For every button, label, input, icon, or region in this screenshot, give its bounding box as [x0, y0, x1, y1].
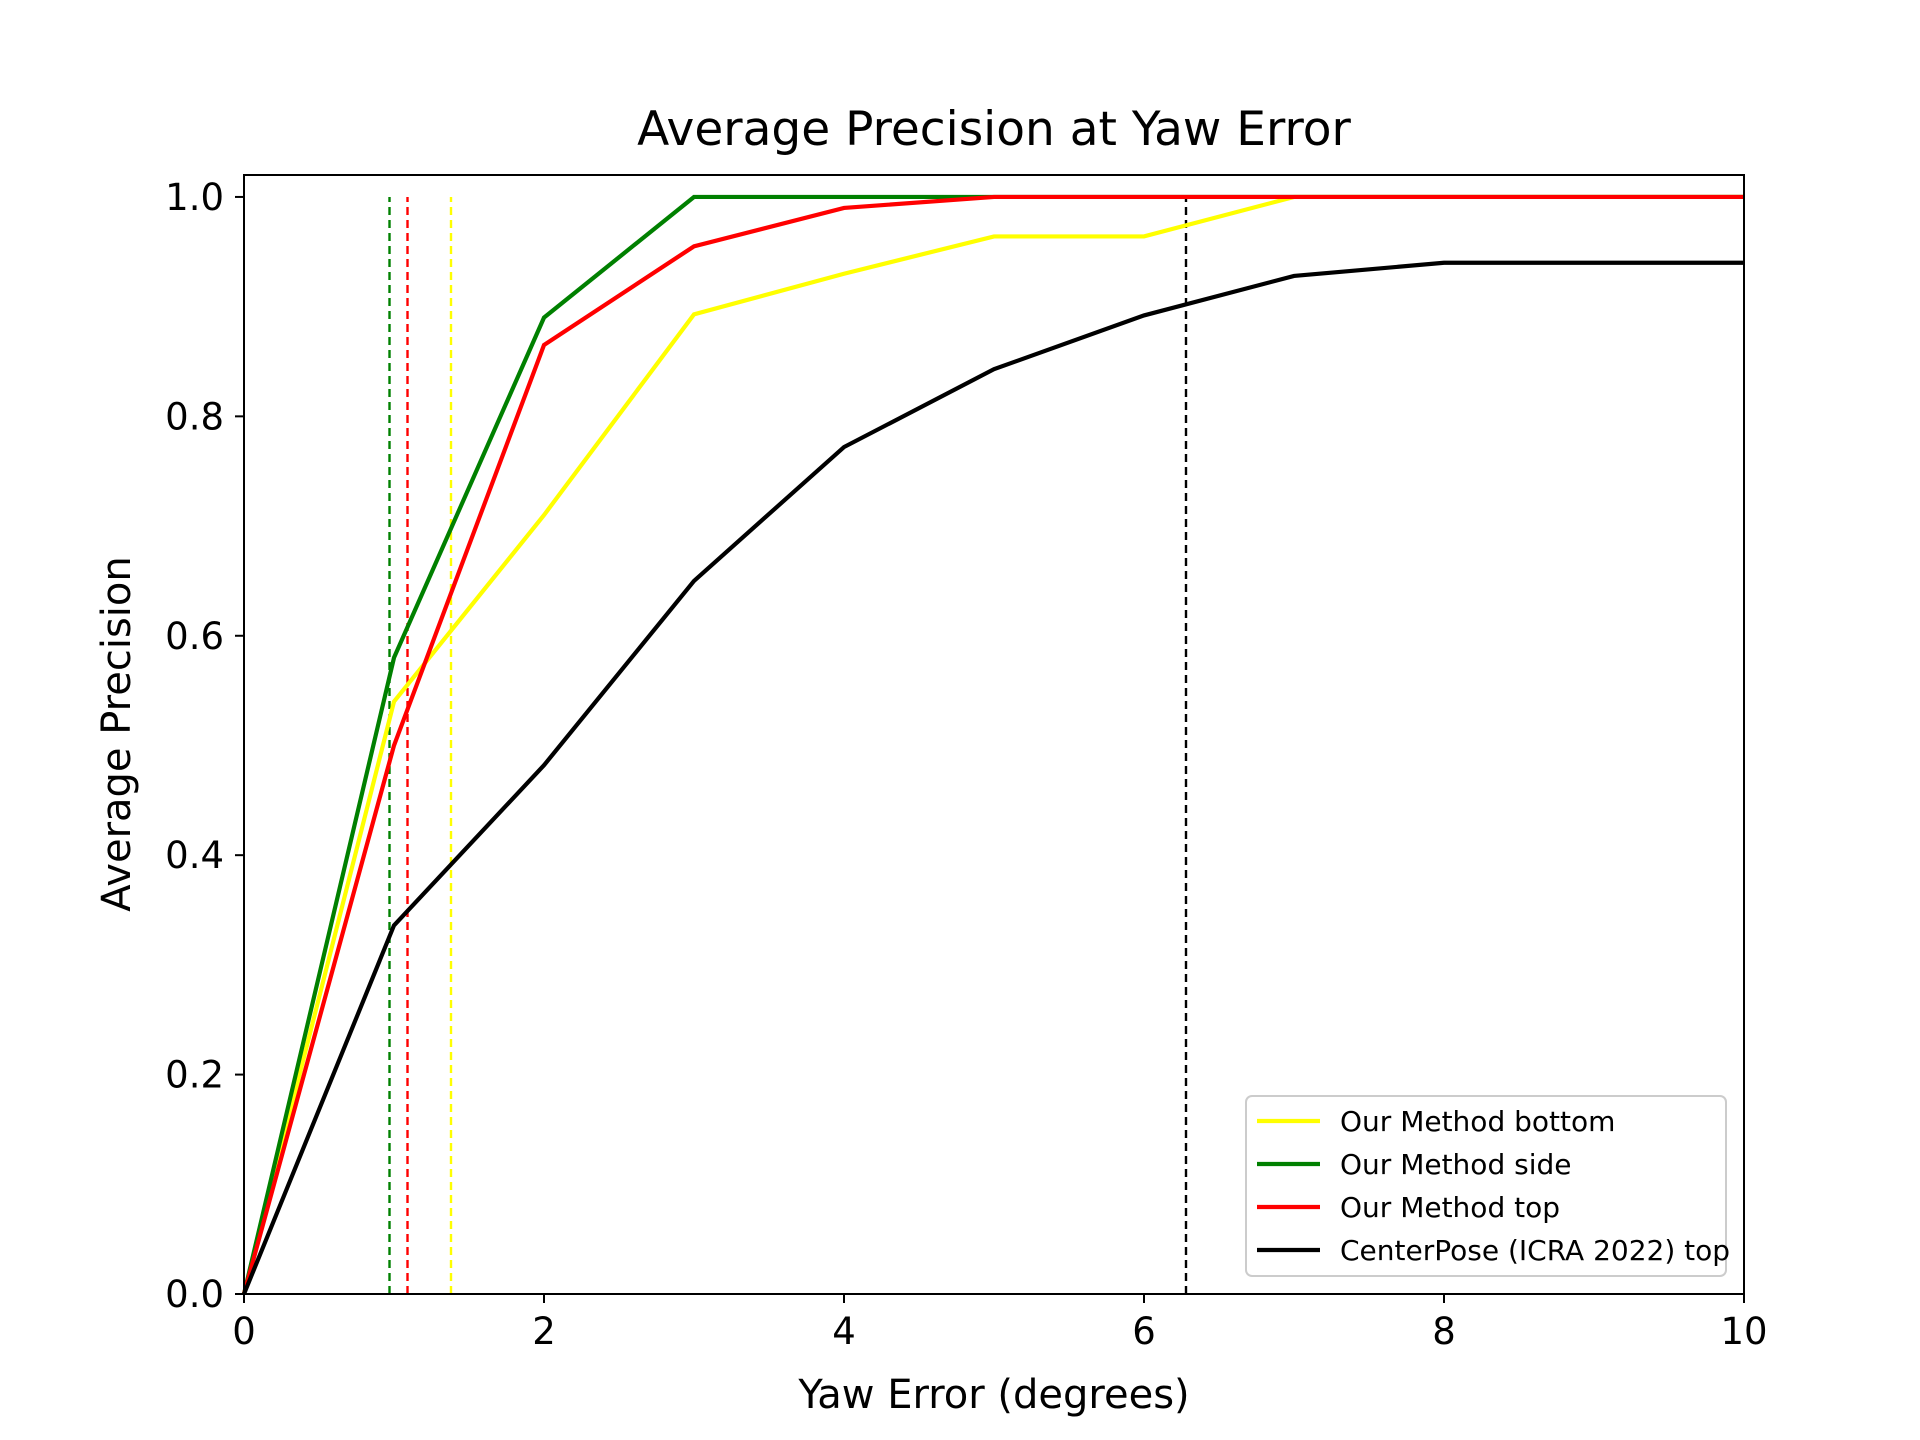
x-tick-label: 4 — [832, 1310, 856, 1353]
x-tick-label: 2 — [532, 1310, 556, 1353]
x-tick-label: 0 — [232, 1310, 256, 1353]
y-tick-label: 0.2 — [165, 1054, 224, 1097]
legend: Our Method bottom Our Method side Our Meth… — [1245, 1095, 1730, 1277]
legend-label-0: Our Method bottom — [1340, 1105, 1615, 1138]
threshold-lines — [388, 196, 1188, 1294]
axes-frame — [243, 174, 1745, 1295]
legend-label-2: Our Method top — [1340, 1191, 1560, 1224]
plot-area: 0 2 4 6 8 10 0.0 0.2 0.4 0.6 0.8 1.0 — [165, 174, 1768, 1353]
x-tick-label: 10 — [1720, 1310, 1767, 1353]
y-axis-label: Average Precision — [94, 556, 140, 911]
x-axis-label: Yaw Error (degrees) — [797, 1372, 1189, 1418]
x-tick-label: 6 — [1132, 1310, 1156, 1353]
y-tick-label: 0.8 — [165, 395, 224, 438]
chart-title: Average Precision at Yaw Error — [637, 102, 1351, 157]
y-tick-label: 0.0 — [165, 1273, 224, 1316]
series-line-2 — [241, 194, 1744, 1295]
series-line-3 — [242, 260, 1744, 1295]
y-axis-ticks: 0.0 0.2 0.4 0.6 0.8 1.0 — [165, 176, 244, 1316]
y-tick-label: 0.6 — [165, 615, 224, 658]
y-tick-label: 0.4 — [165, 834, 224, 877]
legend-label-1: Our Method side — [1340, 1148, 1571, 1181]
legend-box — [1245, 1095, 1727, 1277]
x-axis-ticks: 0 2 4 6 8 10 — [232, 1294, 1768, 1353]
x-tick-label: 8 — [1432, 1310, 1456, 1353]
legend-entries: Our Method bottom Our Method side Our Meth… — [1257, 1105, 1730, 1267]
y-tick-label: 1.0 — [165, 176, 224, 219]
series-lines — [241, 194, 1744, 1295]
legend-label-3: CenterPose (ICRA 2022) top — [1340, 1234, 1730, 1267]
